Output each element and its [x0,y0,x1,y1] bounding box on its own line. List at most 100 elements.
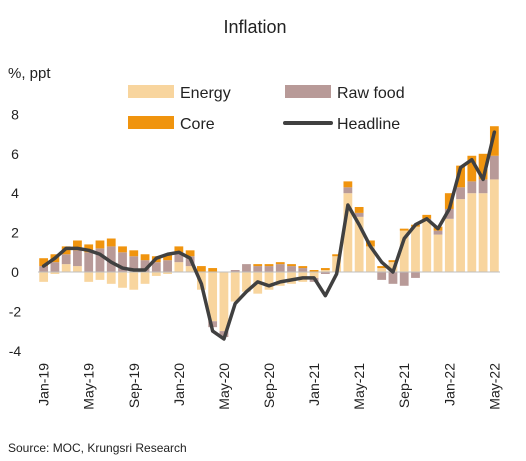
raw-food-bar [39,266,49,272]
raw-food-bar [298,268,308,272]
y-tick-label: 6 [11,146,19,162]
core-bar [332,254,342,257]
energy-bar [242,272,251,292]
energy-bar [151,272,161,276]
energy-bar [106,272,116,284]
energy-bar [185,266,195,272]
raw-food-bar [106,246,116,272]
headline-line-group [41,130,497,341]
raw-food-bar [264,266,274,272]
raw-food-bar [140,260,150,272]
raw-food-bar [129,256,139,272]
core-bar [444,193,454,209]
raw-food-bar [411,272,420,278]
y-tick-label: 4 [11,185,19,201]
energy-bar [433,234,443,272]
raw-food-bar [275,264,285,272]
legend-swatch-raw-food [285,85,331,98]
energy-bar [467,193,477,272]
energy-bar [489,179,499,272]
y-axis-unit-label: %, ppt [8,65,51,82]
energy-bar [118,272,127,288]
x-tick-label: Sep-19 [126,363,142,408]
energy-bar [219,272,229,332]
x-tick-label: Jan-20 [171,363,187,406]
energy-bar [320,270,330,272]
core-bar [208,268,218,272]
raw-food-bar [399,272,409,286]
core-bar [264,264,274,267]
legend-label-energy: Energy [180,85,231,102]
energy-bar [275,272,285,286]
raw-food-bar [489,155,499,180]
energy-bar [61,264,71,272]
core-bar [309,270,319,272]
core-bar [388,260,398,263]
core-bar [275,262,285,265]
legend-label-raw-food: Raw food [337,85,405,102]
energy-bar [343,193,353,272]
legend-swatch-core [128,116,174,129]
x-tick-label: Jan-22 [441,363,457,406]
source-note: Source: MOC, Krungsri Research [8,441,187,455]
raw-food-bar [163,260,172,272]
core-bar [84,244,94,253]
energy-bar [287,272,296,284]
core-bar [39,258,49,267]
core-bar [197,266,206,272]
legend-swatch-energy [128,85,174,98]
core-bar [298,266,308,269]
energy-bar [140,272,150,284]
core-bar [287,264,296,267]
x-axis-ticks: Jan-19 May-19 Sep-19 Jan-20 May-20 Sep-20 Jan-… [36,363,503,410]
energy-bar [73,266,82,272]
y-tick-label: -4 [9,343,22,359]
raw-food-bar [478,179,488,194]
energy-bar [129,272,139,290]
bar-series-group [39,126,499,338]
x-tick-label: Jan-19 [36,363,52,406]
x-tick-label: May-19 [81,363,97,410]
energy-bar [377,268,387,272]
core-bar [478,153,488,180]
y-tick-label: 0 [11,264,19,280]
core-bar [377,266,387,269]
core-bar [343,181,353,188]
core-bar [185,250,195,257]
raw-food-bar [118,252,127,272]
x-tick-label: Sep-21 [396,363,412,408]
energy-bar [95,272,105,280]
energy-bar [444,218,454,272]
energy-bar [411,226,420,272]
core-bar [95,240,105,249]
energy-bar [399,230,409,272]
x-tick-label: May-20 [216,363,232,410]
x-tick-label: Jan-21 [306,363,322,406]
raw-food-bar [444,208,454,219]
core-bar [489,126,499,156]
raw-food-bar [242,264,251,272]
core-bar [140,254,150,261]
core-bar [106,238,116,247]
energy-bar [230,272,240,302]
raw-food-bar [174,252,184,263]
y-tick-label: 2 [11,225,19,241]
core-bar [467,155,477,182]
x-tick-label: May-22 [486,363,502,410]
energy-bar [50,272,60,274]
energy-bar [84,272,94,282]
core-bar [422,214,432,219]
x-tick-label: Sep-20 [261,363,277,408]
core-bar [320,268,330,271]
raw-food-bar [456,187,465,200]
x-tick-label: May-21 [351,363,367,410]
core-bar [129,250,139,257]
core-bar [73,240,82,251]
core-bar [174,246,184,253]
raw-food-bar [388,272,398,284]
headline-line [41,130,497,341]
raw-food-bar [433,230,443,235]
energy-bar [478,193,488,272]
core-bar [118,246,127,253]
